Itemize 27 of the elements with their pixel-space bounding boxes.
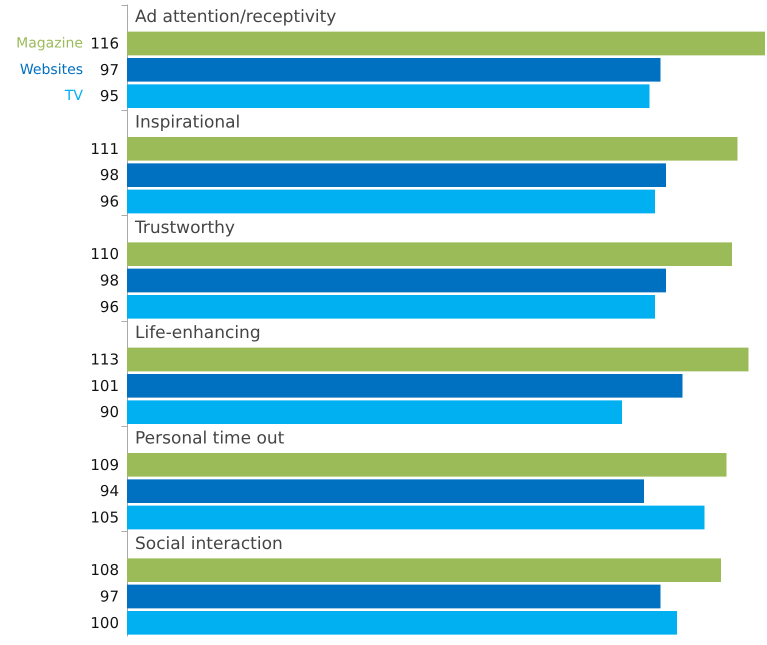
data-label: 94	[100, 482, 119, 500]
data-label: 96	[100, 192, 119, 210]
data-label: 110	[90, 245, 119, 264]
data-label: 109	[90, 456, 119, 474]
y-tick-label: Life-enhancing	[135, 323, 261, 344]
data-label: 116	[90, 34, 119, 52]
y-tick-label: Social interaction	[135, 534, 283, 554]
data-label: 105	[90, 508, 119, 526]
y-tick-label: Inspirational	[135, 112, 240, 132]
y-tick-label: Trustworthy	[134, 218, 235, 238]
text: TV	[64, 88, 84, 104]
data-label: 100	[90, 614, 119, 632]
data-label: 113	[90, 350, 119, 368]
data-label: 111	[90, 140, 119, 158]
data-label: 96	[100, 298, 119, 316]
data-label: 95	[100, 87, 119, 106]
data-label: 101	[90, 376, 119, 395]
data-label: 97	[100, 60, 119, 79]
data-label: 90	[100, 403, 119, 422]
text: Magazine	[16, 36, 83, 52]
y-tick-label: Ad attention/receptivity	[135, 7, 336, 28]
data-label: 97	[100, 588, 119, 606]
y-tick-label: Personal time out	[135, 428, 285, 448]
data-label: 98	[100, 166, 119, 184]
text: Websites	[20, 62, 83, 78]
data-label: 98	[100, 272, 119, 290]
data-label: 108	[90, 561, 119, 580]
